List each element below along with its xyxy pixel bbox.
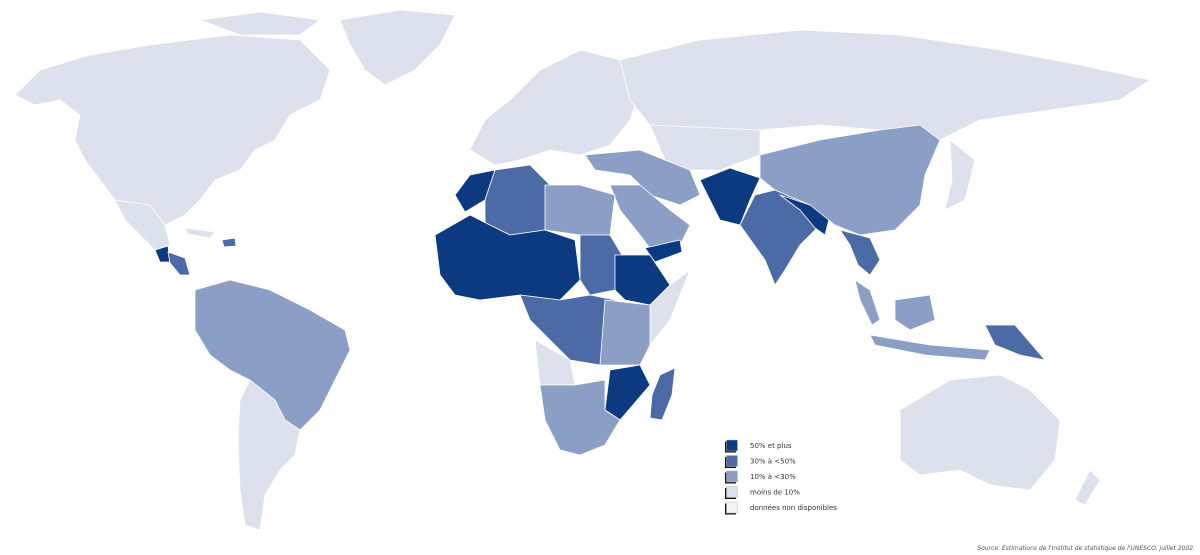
legend-label: 50% et plus xyxy=(750,442,792,450)
legend-label: moins de 10% xyxy=(750,489,800,497)
india xyxy=(739,189,821,286)
afghanistan-pakistan xyxy=(699,167,761,226)
greenland xyxy=(339,9,456,86)
europe xyxy=(469,49,641,166)
madagascar xyxy=(649,367,676,421)
russia xyxy=(619,29,1151,141)
mozambique xyxy=(604,364,651,421)
legend: 50% et plus 30% à <50% 10% à <30% moins de … xyxy=(725,439,837,515)
south-america-south xyxy=(237,379,301,531)
central-america xyxy=(167,251,191,276)
legend-label: 10% à <30% xyxy=(750,473,796,481)
source-note: Source: Estimations de l'Institut de sta… xyxy=(977,545,1195,552)
malaysia xyxy=(854,279,881,326)
cuba xyxy=(184,227,216,239)
legend-swatch xyxy=(726,455,738,467)
north-africa xyxy=(484,164,551,236)
turkey-iran xyxy=(584,149,701,206)
haiti xyxy=(221,237,237,248)
south-america-north xyxy=(194,279,351,431)
legend-swatch xyxy=(726,486,738,498)
legend-swatch xyxy=(726,439,738,452)
southern-africa xyxy=(539,379,621,456)
libya-egypt xyxy=(544,184,616,236)
north-america xyxy=(14,34,331,241)
east-africa xyxy=(599,299,651,366)
indonesia xyxy=(869,334,991,361)
japan xyxy=(944,139,976,211)
arctic-islands xyxy=(199,11,321,36)
papua-new-guinea xyxy=(984,324,1046,361)
map-regions xyxy=(14,9,1151,531)
legend-swatch xyxy=(726,470,738,483)
borneo xyxy=(894,294,936,331)
indochina xyxy=(839,229,881,276)
new-zealand xyxy=(1074,469,1101,506)
china xyxy=(759,124,941,236)
west-africa xyxy=(434,214,581,301)
legend-label: données non disponibles xyxy=(750,504,837,512)
australia xyxy=(899,374,1061,491)
legend-swatch xyxy=(726,501,738,514)
legend-label: 30% à <50% xyxy=(750,458,796,466)
